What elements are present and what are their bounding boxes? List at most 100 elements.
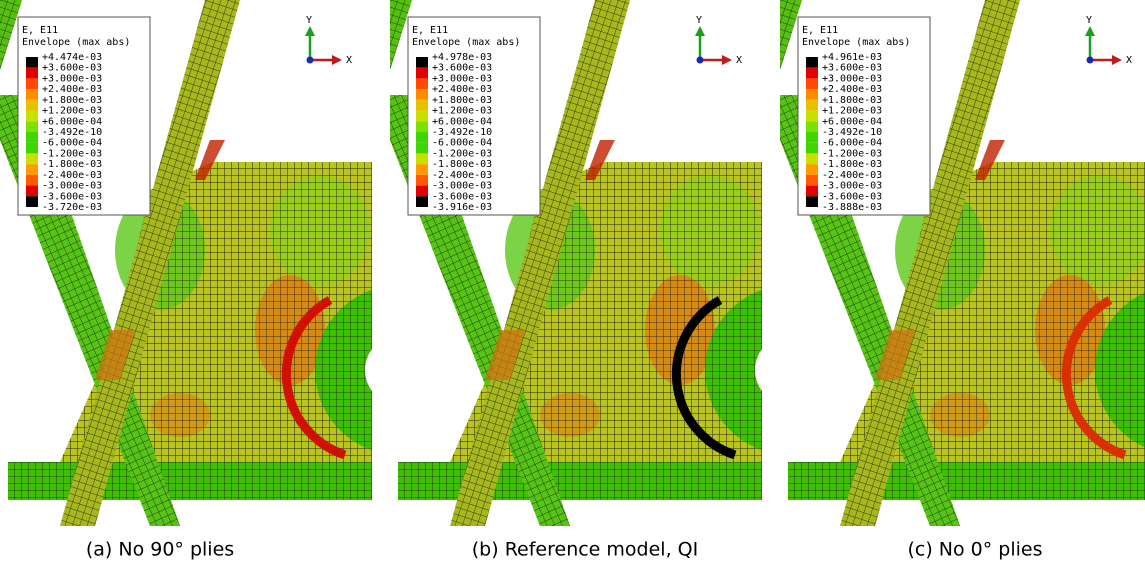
legend-swatch (26, 132, 38, 143)
legend-swatch (416, 196, 428, 207)
legend-swatch (416, 89, 428, 100)
figure: E, E11Envelope (max abs)+4.474e-03+3.600… (0, 0, 1145, 568)
legend-swatch (26, 78, 38, 89)
legend-swatch (416, 143, 428, 154)
legend-swatch (26, 186, 38, 197)
legend-title: E, E11 (412, 25, 448, 36)
legend-swatch (26, 143, 38, 154)
legend-label: -2.400e-03 (42, 170, 102, 181)
legend-swatch (806, 57, 818, 68)
legend-label: +4.961e-03 (822, 52, 882, 63)
legend-label: -1.200e-03 (432, 148, 492, 159)
mesh-lines (8, 462, 372, 500)
legend-swatch (416, 111, 428, 122)
caption: (c) No 0° plies (907, 539, 1042, 561)
legend-swatch (806, 164, 818, 175)
legend-swatch (806, 186, 818, 197)
legend-label: -3.720e-03 (42, 202, 102, 213)
legend-swatch (416, 68, 428, 79)
legend-label: +2.400e-03 (822, 84, 882, 95)
axis-x-label: X (346, 55, 352, 66)
legend-label: -3.600e-03 (822, 191, 882, 202)
legend-swatch (416, 164, 428, 175)
axis-y-head (305, 26, 315, 36)
caption: (a) No 90° plies (86, 539, 234, 561)
legend-label: +3.000e-03 (822, 73, 882, 84)
legend-swatch (26, 175, 38, 186)
legend-label: -3.600e-03 (42, 191, 102, 202)
legend-subtitle: Envelope (max abs) (412, 37, 520, 48)
axis-y-label: Y (696, 15, 702, 26)
legend-label: +4.978e-03 (432, 52, 492, 63)
legend-swatch (806, 78, 818, 89)
legend-label: +6.000e-04 (432, 116, 492, 127)
legend-swatch (806, 89, 818, 100)
axis-x-label: X (1126, 55, 1132, 66)
legend-swatch (416, 78, 428, 89)
legend-swatch (26, 57, 38, 68)
legend-label: +2.400e-03 (432, 84, 492, 95)
legend-swatch (416, 132, 428, 143)
legend-label: -3.000e-03 (432, 181, 492, 192)
axis-x-label: X (736, 55, 742, 66)
legend-label: +3.600e-03 (822, 63, 882, 74)
legend-label: +6.000e-04 (822, 116, 882, 127)
legend-label: +2.400e-03 (42, 84, 102, 95)
legend-label: +1.800e-03 (822, 95, 882, 106)
legend-swatch (26, 153, 38, 164)
legend-label: +3.600e-03 (432, 63, 492, 74)
axis-y-head (1085, 26, 1095, 36)
legend-swatch (806, 132, 818, 143)
axis-y-label: Y (1086, 15, 1092, 26)
legend-swatch (26, 111, 38, 122)
legend-label: -1.200e-03 (42, 148, 102, 159)
legend-swatch (26, 100, 38, 111)
mesh-lines (398, 462, 762, 500)
legend-label: +1.200e-03 (822, 106, 882, 117)
legend-label: -3.000e-03 (42, 181, 102, 192)
legend-label: -3.600e-03 (432, 191, 492, 202)
legend-swatch (806, 111, 818, 122)
axis-y-label: Y (306, 15, 312, 26)
legend-label: +1.200e-03 (42, 106, 102, 117)
legend-swatch (416, 57, 428, 68)
legend-swatch (806, 175, 818, 186)
legend-swatch (806, 196, 818, 207)
legend-swatch (26, 89, 38, 100)
legend-label: -6.000e-04 (822, 138, 882, 149)
legend-label: -2.400e-03 (432, 170, 492, 181)
mesh-lines (788, 462, 1145, 500)
legend-label: +6.000e-04 (42, 116, 102, 127)
legend-title: E, E11 (22, 25, 58, 36)
legend-swatch (416, 153, 428, 164)
legend-swatch (416, 100, 428, 111)
legend-label: -3.492e-10 (822, 127, 882, 138)
legend-swatch (26, 196, 38, 207)
axis-origin (697, 57, 704, 64)
legend-label: -3.492e-10 (42, 127, 102, 138)
legend-label: -3.888e-03 (822, 202, 882, 213)
axis-x-head (332, 55, 342, 65)
legend-label: -3.916e-03 (432, 202, 492, 213)
legend-label: +3.000e-03 (432, 73, 492, 84)
axis-origin (307, 57, 314, 64)
legend-label: -6.000e-04 (42, 138, 102, 149)
axis-origin (1087, 57, 1094, 64)
legend-label: +1.200e-03 (432, 106, 492, 117)
axis-x-head (722, 55, 732, 65)
legend-label: -1.200e-03 (822, 148, 882, 159)
legend-swatch (26, 121, 38, 132)
legend-swatch (416, 175, 428, 186)
legend-swatch (806, 100, 818, 111)
caption: (b) Reference model, QI (472, 539, 698, 561)
legend-swatch (416, 121, 428, 132)
axis-y-head (695, 26, 705, 36)
legend-label: -1.800e-03 (432, 159, 492, 170)
legend-label: +3.000e-03 (42, 73, 102, 84)
legend-swatch (806, 143, 818, 154)
legend-label: -3.000e-03 (822, 181, 882, 192)
legend-swatch (26, 68, 38, 79)
legend-label: -6.000e-04 (432, 138, 492, 149)
legend-swatch (416, 186, 428, 197)
